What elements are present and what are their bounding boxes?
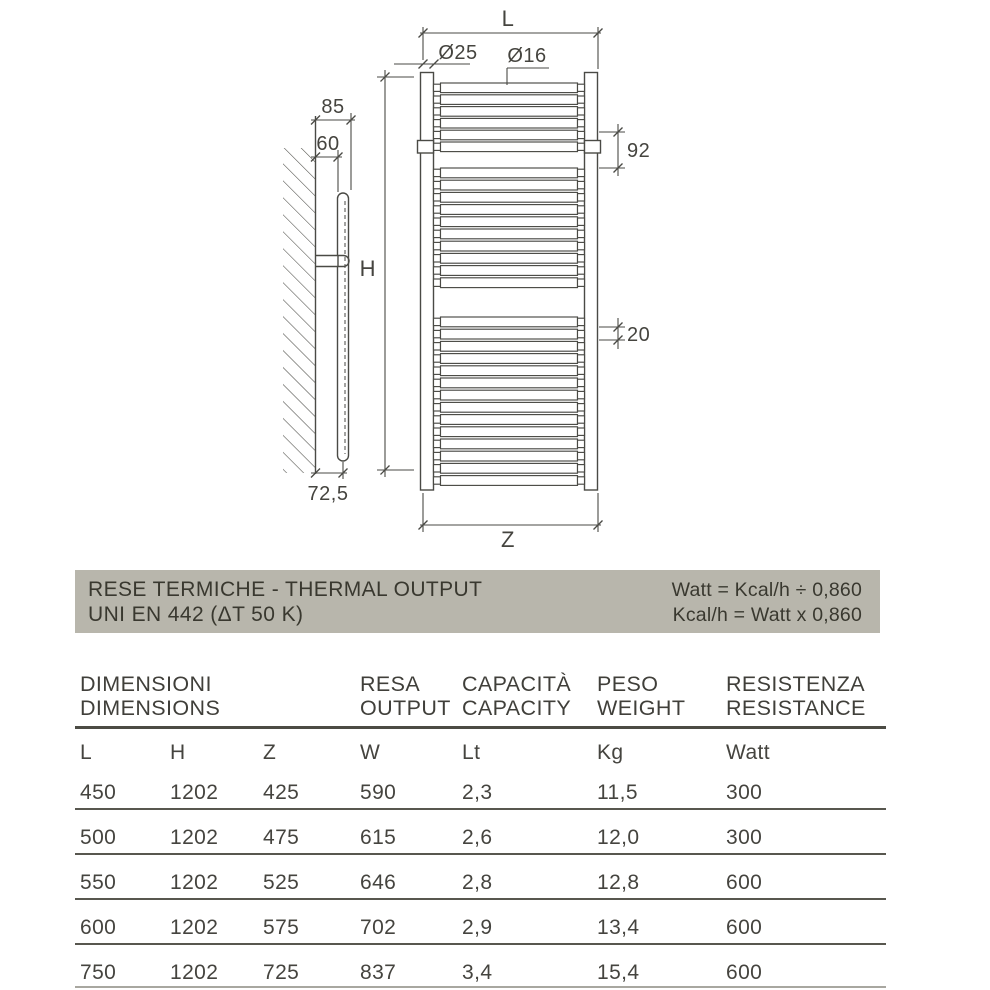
row-divider xyxy=(75,808,886,810)
svg-text:72,5: 72,5 xyxy=(308,483,349,505)
left-collector xyxy=(419,71,435,491)
units-row: L H Z W Lt Kg Watt xyxy=(75,738,886,768)
cell-Kg: 12,0 xyxy=(597,826,640,849)
unit-W: W xyxy=(360,741,381,764)
cell-Z: 525 xyxy=(263,871,300,894)
column-header-capacity: CAPACITÀ CAPACITY xyxy=(462,672,572,720)
table-row: 450 1202 425 590 2,3 11,5 300 xyxy=(75,778,886,808)
row-divider xyxy=(75,853,886,855)
cell-Kg: 13,4 xyxy=(597,916,640,939)
table-row: 500 1202 475 615 2,6 12,0 300 xyxy=(75,823,886,853)
svg-text:20: 20 xyxy=(627,324,650,346)
left-bracket xyxy=(416,139,435,154)
cell-Watt: 300 xyxy=(726,826,763,849)
cell-Z: 575 xyxy=(263,916,300,939)
cell-L: 500 xyxy=(80,826,117,849)
svg-text:Ø25: Ø25 xyxy=(438,42,477,64)
cell-L: 750 xyxy=(80,961,117,984)
column-header-resistance: RESISTENZA RESISTANCE xyxy=(726,672,866,720)
cell-Z: 725 xyxy=(263,961,300,984)
dim-60: 60 xyxy=(310,133,343,192)
wall-bracket-side xyxy=(316,254,350,268)
right-bracket xyxy=(583,139,602,154)
unit-Lt: Lt xyxy=(462,741,481,764)
cell-Kg: 15,4 xyxy=(597,961,640,984)
svg-text:Ø16: Ø16 xyxy=(507,45,546,67)
header-rule xyxy=(75,726,886,729)
table-row: 750 1202 725 837 3,4 15,4 600 xyxy=(75,958,886,988)
band-title-line2: UNI EN 442 (ΔT 50 K) xyxy=(88,603,304,626)
cell-W: 837 xyxy=(360,961,397,984)
cell-W: 590 xyxy=(360,781,397,804)
dim-diameter-16: Ø16 xyxy=(506,45,549,85)
wall-hatching xyxy=(283,148,316,473)
cell-Lt: 2,3 xyxy=(462,781,493,804)
unit-L: L xyxy=(80,741,93,764)
cell-W: 615 xyxy=(360,826,397,849)
formula-line1: Watt = Kcal/h ÷ 0,860 xyxy=(671,579,862,601)
band-title-line1: RESE TERMICHE - THERMAL OUTPUT xyxy=(88,578,483,601)
svg-text:85: 85 xyxy=(321,96,344,118)
cell-H: 1202 xyxy=(170,871,219,894)
cell-H: 1202 xyxy=(170,781,219,804)
dim-Z: Z xyxy=(418,493,603,552)
cell-W: 646 xyxy=(360,871,397,894)
dim-72-5: 72,5 xyxy=(308,462,349,505)
cell-H: 1202 xyxy=(170,916,219,939)
cell-Lt: 2,9 xyxy=(462,916,493,939)
dim-H: H xyxy=(360,70,414,477)
unit-Watt: Watt xyxy=(726,741,770,764)
thermal-output-band: RESE TERMICHE - THERMAL OUTPUT UNI EN 44… xyxy=(75,570,880,633)
svg-text:H: H xyxy=(360,256,376,281)
svg-text:Z: Z xyxy=(501,527,515,552)
cell-L: 550 xyxy=(80,871,117,894)
tube-profile xyxy=(336,192,350,462)
cell-Z: 425 xyxy=(263,781,300,804)
side-view: 85 60 72,5 xyxy=(283,96,356,505)
dim-92: 92 xyxy=(599,124,650,176)
table-row: 550 1202 525 646 2,8 12,8 600 xyxy=(75,868,886,898)
dim-20: 20 xyxy=(599,318,650,349)
cell-Z: 475 xyxy=(263,826,300,849)
front-view xyxy=(416,71,602,491)
unit-Z: Z xyxy=(263,741,277,764)
svg-text:60: 60 xyxy=(316,133,339,155)
cell-H: 1202 xyxy=(170,826,219,849)
cell-Watt: 600 xyxy=(726,916,763,939)
cell-Kg: 11,5 xyxy=(597,781,638,804)
cell-Watt: 300 xyxy=(726,781,763,804)
table-group-headers: DIMENSIONI DIMENSIONS RESA OUTPUT CAPACI… xyxy=(75,672,886,720)
row-divider xyxy=(75,898,886,900)
cell-Kg: 12,8 xyxy=(597,871,640,894)
dim-diameter-25: Ø25 xyxy=(394,42,477,69)
cell-Lt: 2,8 xyxy=(462,871,493,894)
column-header-weight: PESO WEIGHT xyxy=(597,672,686,720)
cell-W: 702 xyxy=(360,916,397,939)
conversion-formulas: Watt = Kcal/h ÷ 0,860 Kcal/h = Watt x 0,… xyxy=(672,578,862,628)
column-header-output: RESA OUTPUT xyxy=(360,672,451,720)
tube-rows xyxy=(432,82,586,486)
column-header-dimensions: DIMENSIONI DIMENSIONS xyxy=(80,672,221,720)
table-row: 600 1202 575 702 2,9 13,4 600 xyxy=(75,913,886,943)
cell-H: 1202 xyxy=(170,961,219,984)
bottom-rule xyxy=(75,986,886,988)
cell-Watt: 600 xyxy=(726,871,763,894)
dim-85: 85 xyxy=(310,96,356,190)
technical-drawing: 85 60 72,5 xyxy=(283,6,650,552)
svg-text:92: 92 xyxy=(627,140,650,162)
cell-Watt: 600 xyxy=(726,961,763,984)
right-collector xyxy=(583,71,599,491)
dim-L: L xyxy=(418,6,603,69)
cell-L: 450 xyxy=(80,781,117,804)
unit-Kg: Kg xyxy=(597,741,624,764)
cell-Lt: 2,6 xyxy=(462,826,493,849)
svg-text:L: L xyxy=(502,6,515,31)
row-divider xyxy=(75,943,886,945)
band-title: RESE TERMICHE - THERMAL OUTPUT UNI EN 44… xyxy=(88,577,482,627)
formula-line2: Kcal/h = Watt x 0,860 xyxy=(672,604,862,626)
unit-H: H xyxy=(170,741,186,764)
cell-Lt: 3,4 xyxy=(462,961,493,984)
cell-L: 600 xyxy=(80,916,117,939)
